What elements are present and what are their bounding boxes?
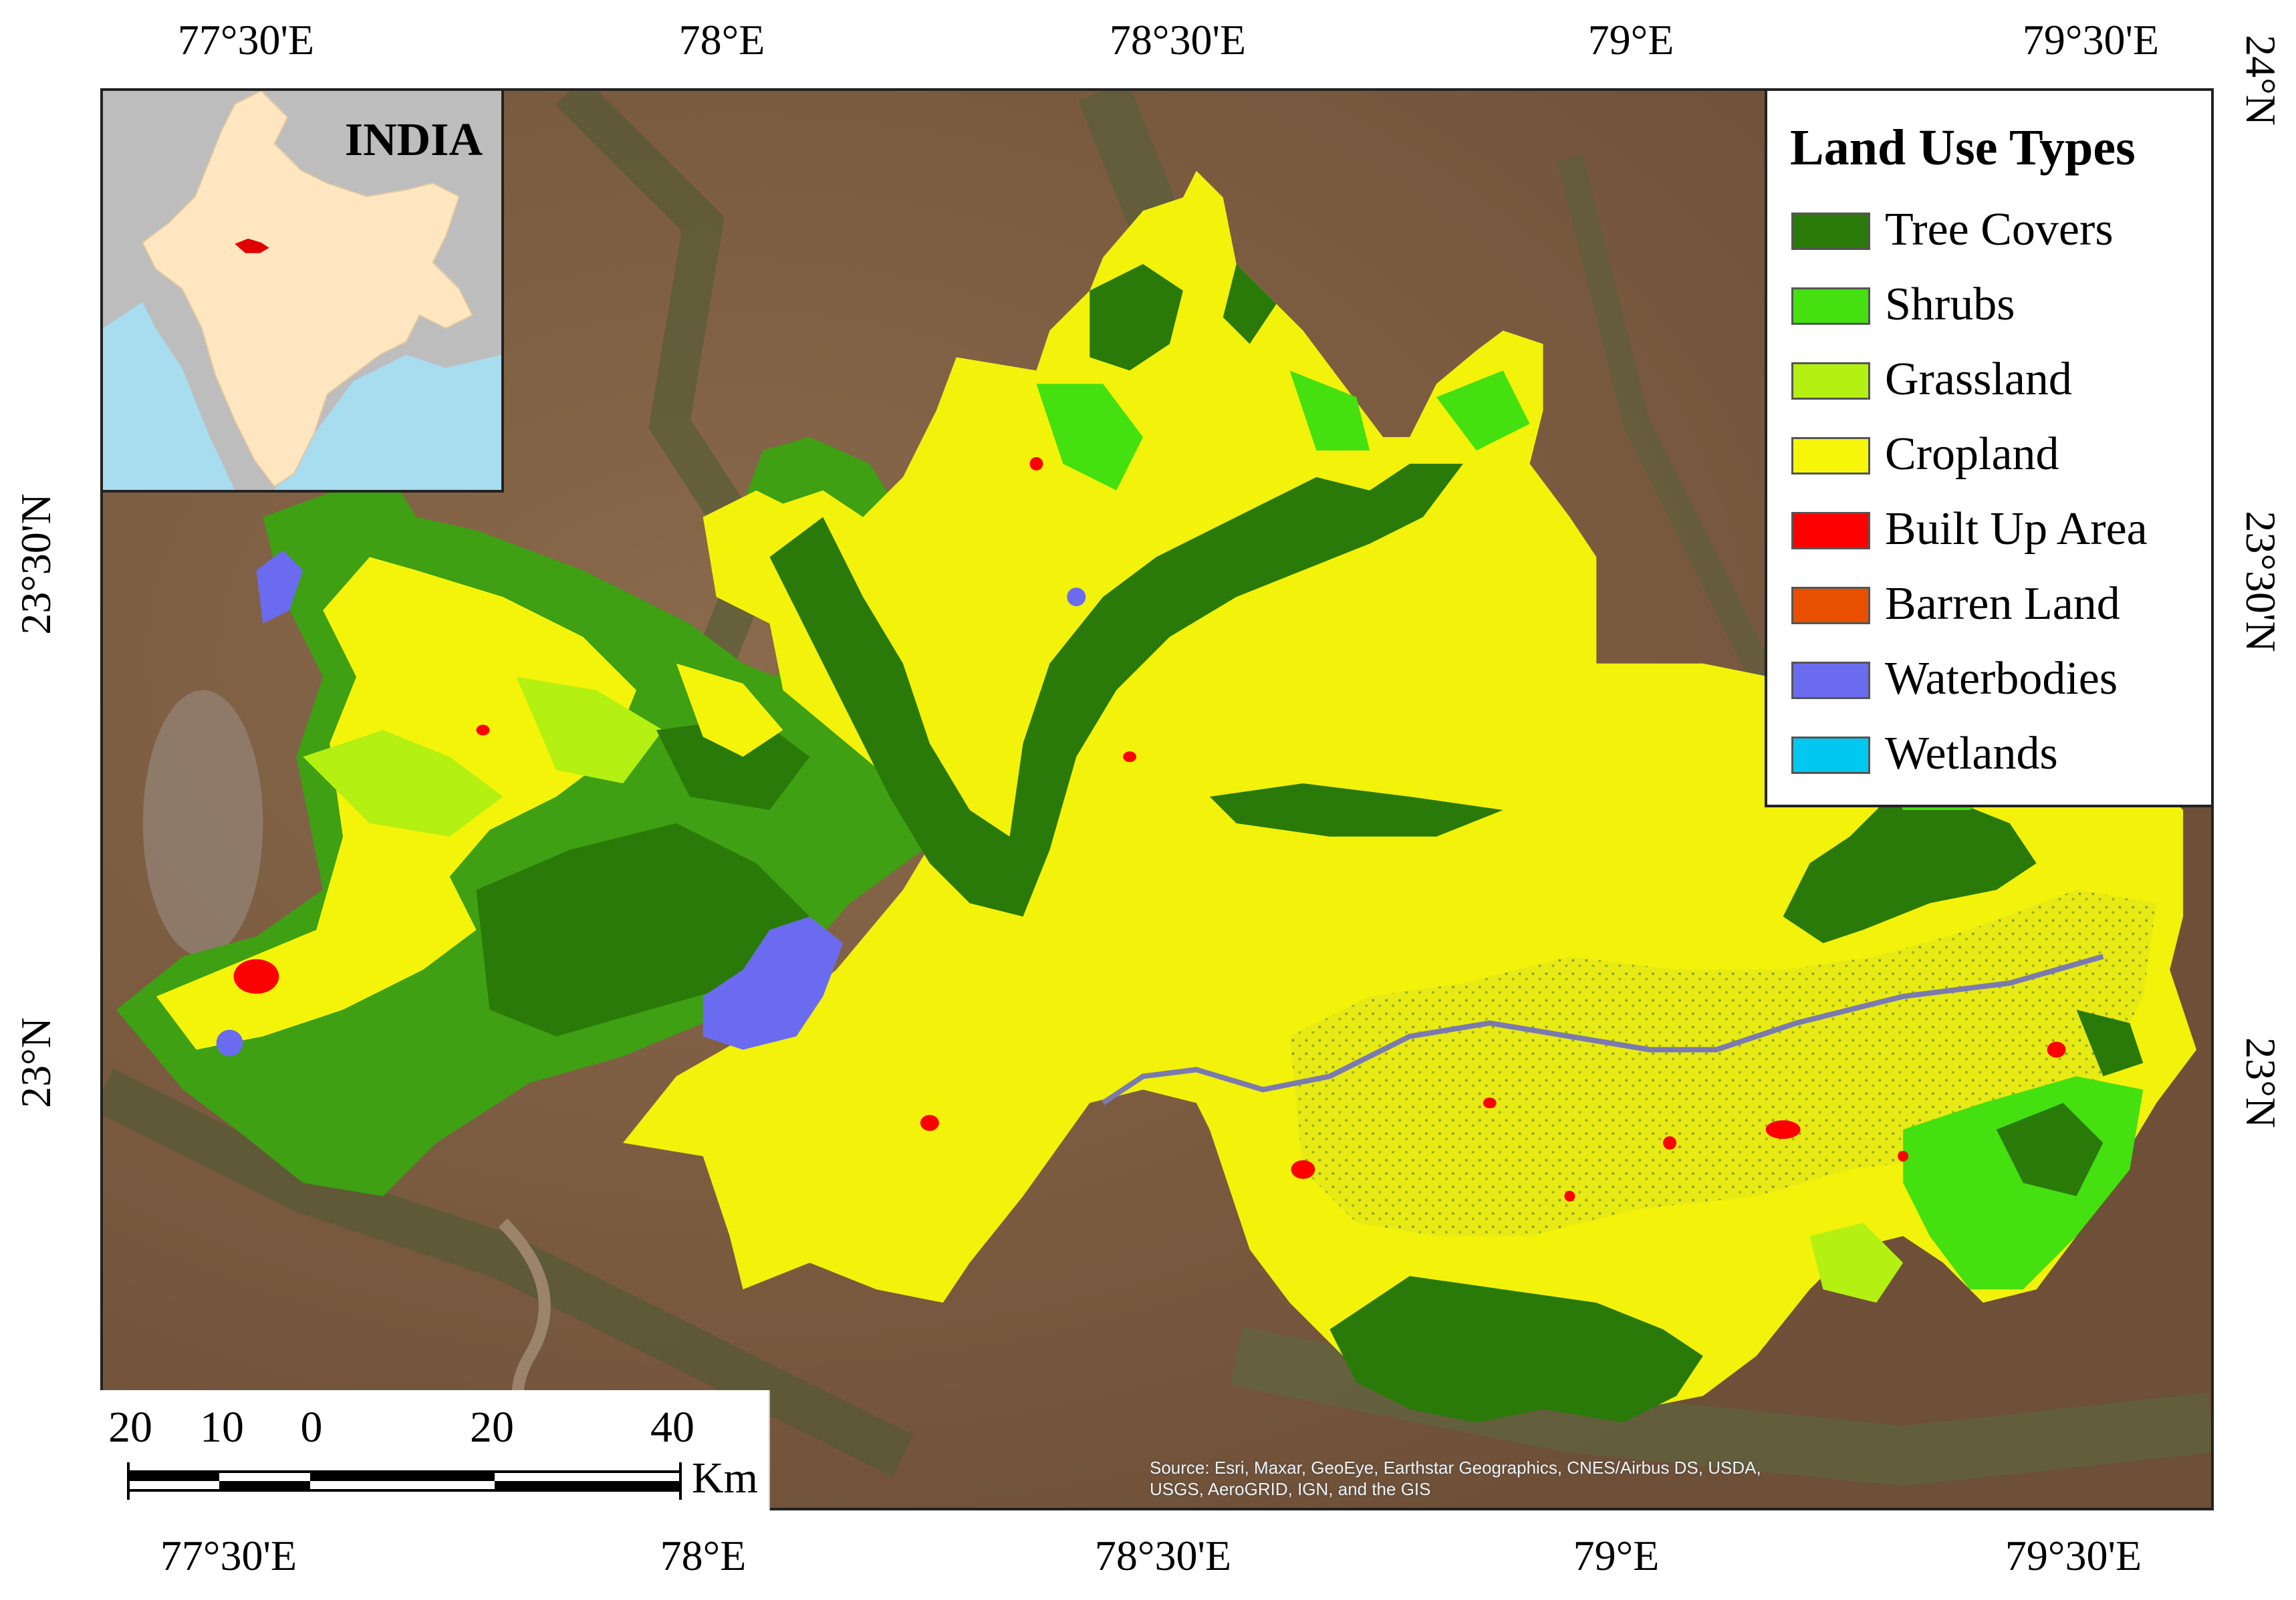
grassland-west xyxy=(303,676,663,837)
river xyxy=(1101,954,2104,1105)
legend-label: Cropland xyxy=(1885,428,2059,480)
tree-cover-northeast xyxy=(1783,797,2037,944)
waterbody-small-1 xyxy=(216,1029,243,1057)
longitude-label-top: 78°30'E xyxy=(1109,16,1247,63)
inset-study-area xyxy=(235,239,269,253)
inset-map: INDIA xyxy=(100,88,504,493)
legend-swatch xyxy=(1791,437,1870,475)
grassland-southeast xyxy=(1809,1222,1904,1303)
scale-tick-label: 10 xyxy=(200,1403,244,1452)
map-frame[interactable] xyxy=(100,88,2214,1510)
legend-swatch xyxy=(1791,287,1870,325)
tree-cover-central-2 xyxy=(1209,783,1503,837)
latitude-label-right: 24°N xyxy=(2237,35,2285,126)
inset-sea xyxy=(103,301,501,490)
longitude-label-bottom: 78°E xyxy=(660,1532,747,1579)
legend-item-waterbodies: Waterbodies xyxy=(1791,647,2206,707)
legend-swatch xyxy=(1791,362,1870,400)
longitude-label-top: 79°E xyxy=(1587,16,1674,63)
tree-cover-central-band xyxy=(769,463,1463,917)
tree-cover-south xyxy=(1329,1276,1703,1423)
scale-tick-label: 40 xyxy=(650,1403,694,1452)
longitude-label-bottom: 77°30'E xyxy=(160,1532,297,1579)
legend: Land Use Types Tree Covers Shrubs Grassl… xyxy=(1765,88,2214,807)
legend-swatch xyxy=(1791,512,1870,549)
scale-tick-label: 20 xyxy=(470,1403,514,1452)
waterbody-small-2 xyxy=(1067,587,1086,607)
longitude-label-bottom: 78°30'E xyxy=(1094,1532,1232,1579)
built-up-areas xyxy=(233,456,2066,1202)
legend-swatch xyxy=(1791,587,1870,624)
legend-item-tree-covers: Tree Covers xyxy=(1791,198,2206,258)
tree-cover-southeast xyxy=(1996,1009,2144,1196)
legend-label: Tree Covers xyxy=(1885,204,2114,255)
shrubs-north-lobe xyxy=(1036,370,1530,491)
map-canvas[interactable] xyxy=(103,91,2211,1508)
legend-item-shrubs: Shrubs xyxy=(1791,273,2206,333)
latitude-label-right: 23°N xyxy=(2237,1037,2285,1128)
legend-swatch xyxy=(1791,213,1870,250)
legend-label: Waterbodies xyxy=(1885,653,2118,704)
longitude-label-bottom: 79°E xyxy=(1573,1532,1660,1579)
longitude-label-top: 79°30'E xyxy=(2022,16,2160,63)
legend-title: Land Use Types xyxy=(1790,120,2136,176)
legend-item-wetlands: Wetlands xyxy=(1791,722,2206,782)
map-attribution: Source: Esri, Maxar, GeoEye, Earthstar G… xyxy=(1150,1458,1761,1499)
longitude-label-top: 77°30'E xyxy=(177,16,315,63)
legend-label: Built Up Area xyxy=(1885,503,2148,555)
scale-tick-label: 0 xyxy=(300,1403,323,1452)
latitude-label-left: 23°30'N xyxy=(12,493,59,635)
longitude-label-top: 78°E xyxy=(678,16,765,63)
waterbody-reservoir xyxy=(703,916,844,1050)
inset-india-shape xyxy=(141,91,473,488)
scale-bar: 20 10 0 20 40 Km xyxy=(100,1390,770,1510)
inset-svg xyxy=(103,91,501,490)
tree-cover-west xyxy=(476,716,810,1037)
legend-label: Wetlands xyxy=(1885,728,2058,779)
latitude-label-left: 23°N xyxy=(12,1017,59,1108)
latitude-label-right: 23°30'N xyxy=(2237,511,2285,652)
legend-item-barren-land: Barren Land xyxy=(1791,572,2206,632)
legend-item-built-up-area: Built Up Area xyxy=(1791,497,2206,557)
legend-item-cropland: Cropland xyxy=(1791,422,2206,483)
scale-unit: Km xyxy=(692,1454,758,1502)
legend-label: Barren Land xyxy=(1885,578,2120,630)
scale-bar-graphic xyxy=(127,1462,682,1500)
legend-item-grassland: Grassland xyxy=(1791,348,2206,408)
legend-swatch xyxy=(1791,662,1870,699)
legend-label: Grassland xyxy=(1885,354,2072,405)
longitude-label-bottom: 79°30'E xyxy=(2005,1532,2142,1579)
scale-tick-label: 20 xyxy=(108,1403,152,1452)
legend-swatch xyxy=(1791,737,1870,774)
legend-label: Shrubs xyxy=(1885,279,2015,330)
inset-country-label: INDIA xyxy=(344,114,483,166)
